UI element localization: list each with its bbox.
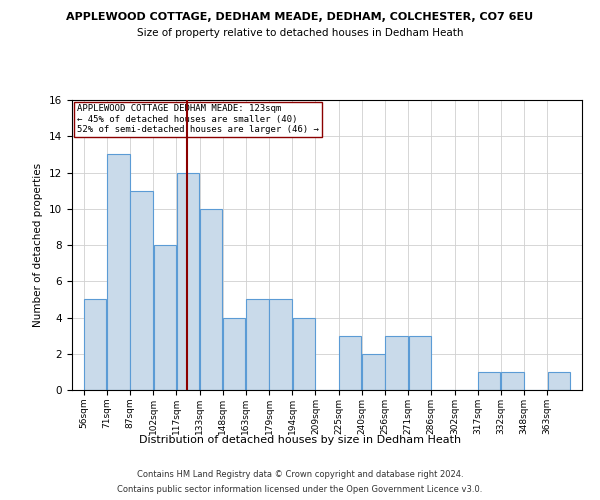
Bar [385, 336, 408, 390]
Bar [84, 300, 106, 390]
Text: Contains public sector information licensed under the Open Government Licence v3: Contains public sector information licen… [118, 485, 482, 494]
Bar [478, 372, 500, 390]
Text: APPLEWOOD COTTAGE, DEDHAM MEADE, DEDHAM, COLCHESTER, CO7 6EU: APPLEWOOD COTTAGE, DEDHAM MEADE, DEDHAM,… [67, 12, 533, 22]
Bar [154, 245, 176, 390]
Bar [501, 372, 524, 390]
Bar [130, 190, 153, 390]
Bar [409, 336, 431, 390]
Bar [293, 318, 315, 390]
Bar [269, 300, 292, 390]
Bar [177, 172, 199, 390]
Text: Size of property relative to detached houses in Dedham Heath: Size of property relative to detached ho… [137, 28, 463, 38]
Bar [339, 336, 361, 390]
Bar [362, 354, 385, 390]
Bar [200, 209, 222, 390]
Bar [107, 154, 130, 390]
Text: Distribution of detached houses by size in Dedham Heath: Distribution of detached houses by size … [139, 435, 461, 445]
Bar [548, 372, 570, 390]
Y-axis label: Number of detached properties: Number of detached properties [34, 163, 43, 327]
Text: APPLEWOOD COTTAGE DEDHAM MEADE: 123sqm
← 45% of detached houses are smaller (40): APPLEWOOD COTTAGE DEDHAM MEADE: 123sqm ←… [77, 104, 319, 134]
Text: Contains HM Land Registry data © Crown copyright and database right 2024.: Contains HM Land Registry data © Crown c… [137, 470, 463, 479]
Bar [246, 300, 269, 390]
Bar [223, 318, 245, 390]
